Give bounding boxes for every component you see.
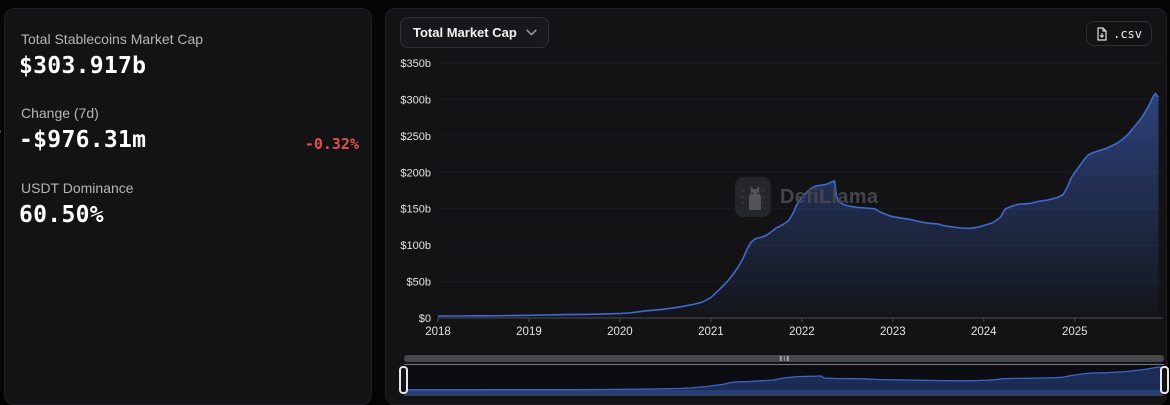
- y-axis-label: $0: [419, 313, 431, 325]
- y-axis-label: $200b: [400, 167, 431, 179]
- metric-value: -$976.31m: [19, 127, 147, 153]
- x-axis-label: 2021: [698, 326, 724, 338]
- metric-value: $303.917b: [19, 53, 147, 79]
- metric-select-dropdown[interactable]: Total Market Cap: [400, 17, 549, 48]
- x-axis-label: 2019: [516, 326, 542, 338]
- chart-scrollbar[interactable]: [404, 355, 1164, 362]
- metric-total-market-cap: Total Stablecoins Market Cap $303.917b: [19, 31, 204, 79]
- y-axis-label: $250b: [400, 131, 431, 143]
- download-csv-button[interactable]: .csv: [1086, 21, 1152, 46]
- mini-series-line: [404, 366, 1162, 391]
- datazoom-right-handle[interactable]: [1160, 366, 1169, 394]
- series-line: [437, 92, 1159, 317]
- datazoom-selected-strip: [404, 390, 1162, 395]
- x-axis-label: 2018: [425, 326, 451, 338]
- y-axis-label: $50b: [407, 277, 431, 289]
- metric-label: USDT Dominance: [21, 180, 134, 196]
- y-axis-label: $300b: [400, 94, 431, 106]
- chart-panel: Total Market Cap .csv $0 $50b $100b $150b $2…: [385, 8, 1169, 405]
- x-axis-label: 2024: [971, 326, 997, 338]
- sidebar-collapse-chevron-icon[interactable]: ›: [0, 120, 2, 143]
- x-axis-label: 2023: [880, 326, 906, 338]
- metric-value: 60.50%: [19, 202, 104, 228]
- metric-label: Change (7d): [21, 105, 99, 121]
- datazoom-mini-chart: [404, 366, 1162, 395]
- y-axis-label: $100b: [400, 240, 431, 252]
- stats-sidebar: Total Stablecoins Market Cap $303.917b C…: [4, 8, 372, 405]
- scrollbar-grip-icon: [779, 356, 789, 361]
- dropdown-label: Total Market Cap: [413, 25, 517, 40]
- x-axis-label: 2022: [789, 326, 815, 338]
- csv-button-label: .csv: [1113, 26, 1142, 41]
- file-download-icon: [1097, 26, 1107, 41]
- datazoom-left-handle[interactable]: [399, 366, 408, 394]
- y-axis-label: $150b: [400, 204, 431, 216]
- metric-label: Total Stablecoins Market Cap: [21, 31, 204, 47]
- x-axis-label: 2025: [1062, 326, 1088, 338]
- metric-usdt-dominance: USDT Dominance 60.50%: [19, 180, 134, 228]
- x-axis-label: 2020: [607, 326, 633, 338]
- chevron-down-icon: [526, 29, 537, 36]
- market-cap-chart[interactable]: $0 $50b $100b $150b $200b $250b $300b $350b 2018…: [386, 53, 1168, 353]
- area-fill: [438, 93, 1159, 318]
- datazoom-window[interactable]: [399, 364, 1169, 396]
- y-axis-label: $350b: [400, 58, 431, 70]
- metric-change-7d: Change (7d) -$976.31m: [19, 105, 147, 153]
- change-percent-badge: -0.32%: [304, 135, 359, 153]
